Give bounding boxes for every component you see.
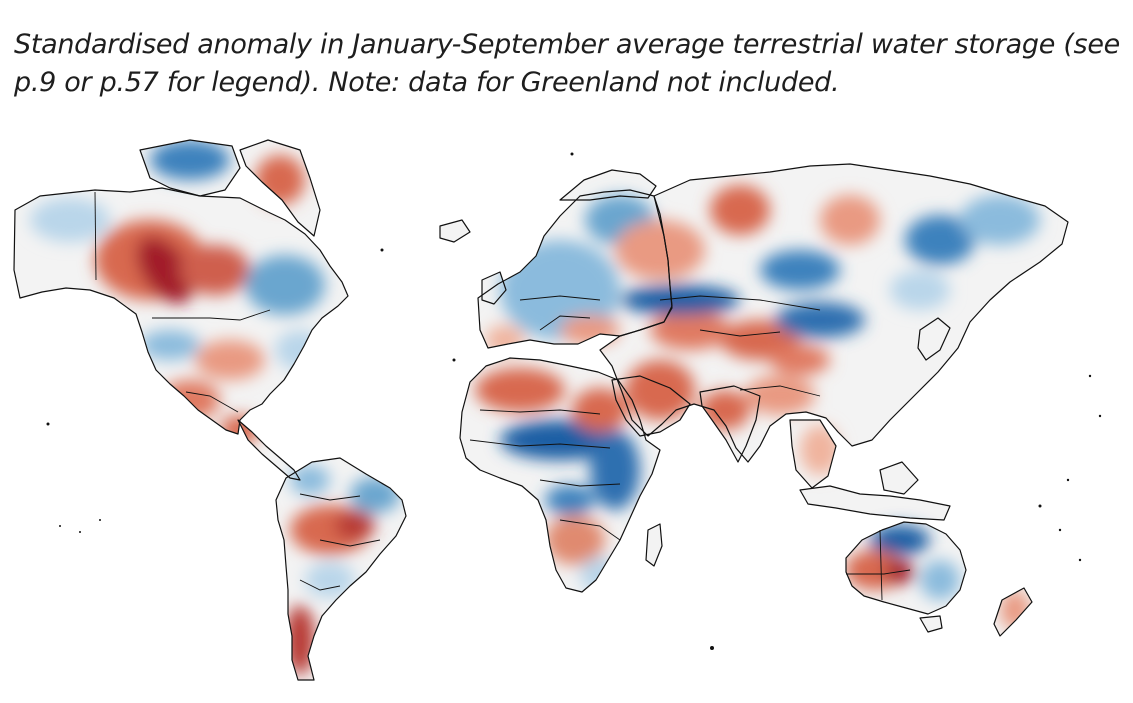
coastline-12 [611,375,691,437]
coastline-6 [559,169,657,201]
coastline-16 [879,461,919,495]
coastline-20 [993,587,1033,637]
anomaly-field [14,140,1068,680]
coastline-17 [917,317,951,361]
island-specks [46,152,1102,650]
map-caption: Standardised anomaly in January-Septembe… [14,26,1124,102]
coastline-7 [481,271,507,305]
coastline-18 [845,521,967,615]
coastline-19 [919,615,943,633]
coastline-4 [275,457,407,681]
caption-line-2: p.9 or p.57 for legend). Note: data for … [14,67,840,98]
coastline-14 [789,419,837,489]
coastline-9 [459,357,661,593]
caption-line-1: Standardised anomaly in January-Septembe… [14,29,1120,60]
world-map [0,128,1133,703]
coastline-15 [799,485,951,521]
coastline-1 [237,419,301,481]
coastline-0 [13,187,349,435]
coast-outlines [13,139,1069,681]
coastline-10 [645,523,663,567]
coastline-8 [439,219,471,243]
coastline-2 [139,139,241,197]
anomaly-map-svg [13,139,1102,681]
coastline-3 [239,139,321,237]
coastline-11 [599,163,1069,463]
coastline-13 [699,385,761,463]
country-borders [94,191,911,601]
